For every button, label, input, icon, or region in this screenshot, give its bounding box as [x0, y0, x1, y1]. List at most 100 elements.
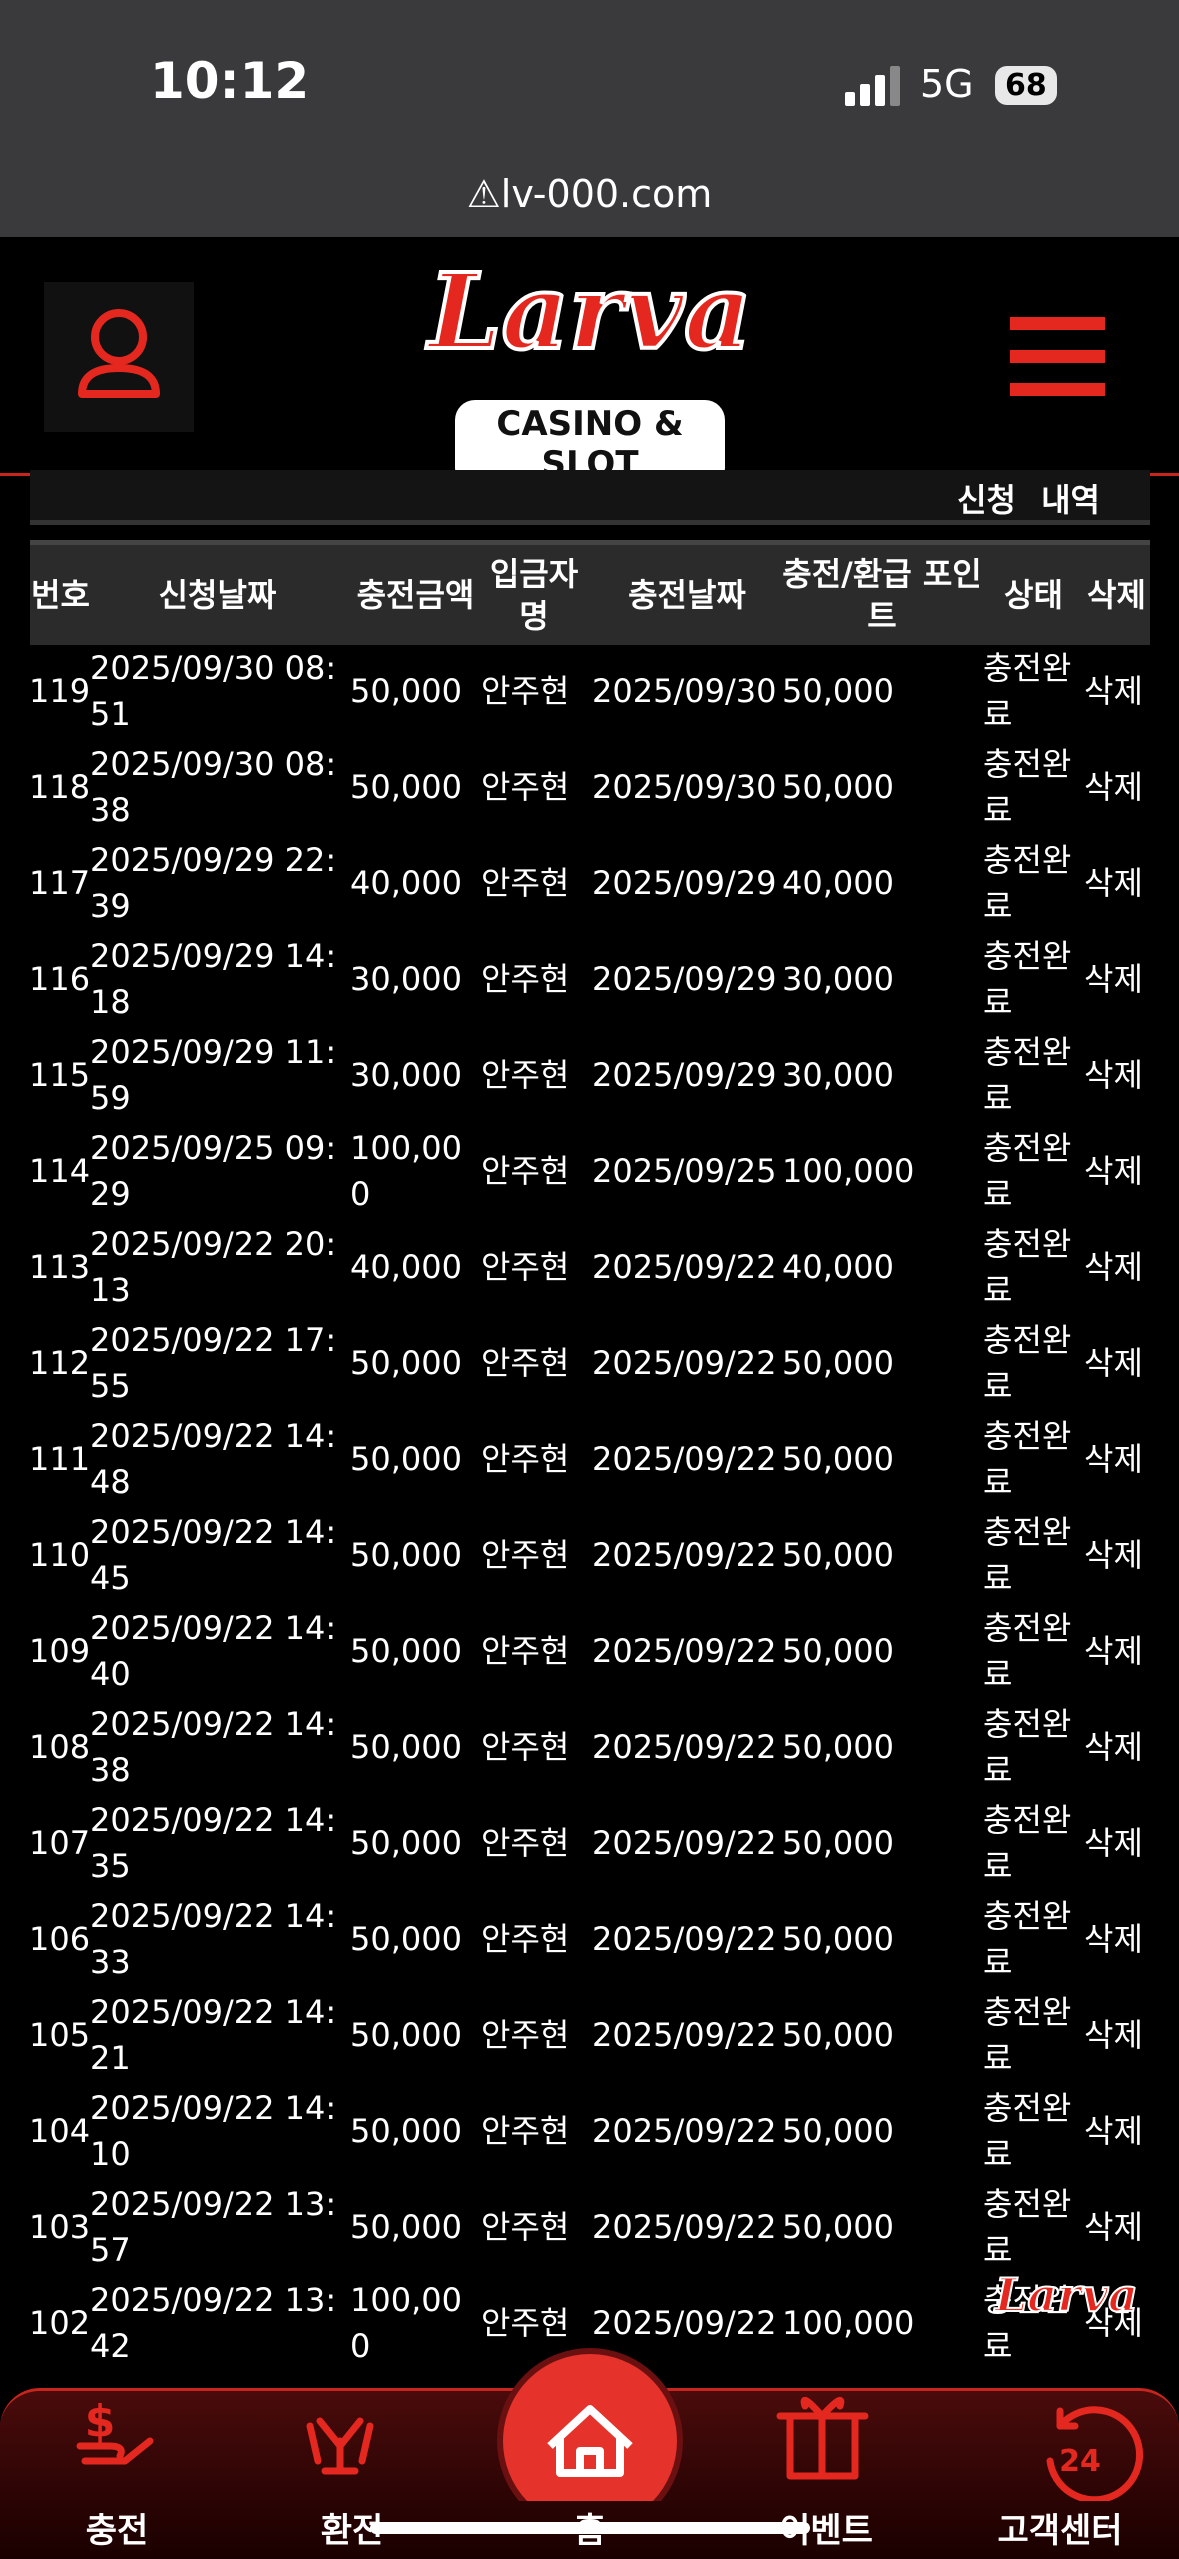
request-date: 2025/09/22 20:13 — [90, 1225, 337, 1309]
svg-text:24: 24 — [1059, 2444, 1101, 2479]
charge-date: 2025/09/22 — [592, 1728, 777, 1766]
section-title: 신청 내역 — [957, 481, 1100, 519]
delete[interactable]: 삭제 — [1084, 2112, 1143, 2150]
charge-date: 2025/09/22 — [592, 1824, 777, 1862]
request-date: 2025/09/22 14:21 — [90, 1993, 337, 2077]
amount: 50,000 — [350, 1536, 462, 1574]
amount: 40,000 — [350, 1248, 462, 1286]
amount: 50,000 — [350, 2112, 462, 2150]
request-date: 2025/09/29 14:18 — [90, 937, 337, 1021]
delete[interactable]: 삭제 — [1084, 1824, 1143, 1862]
status: 충전완료 — [983, 1993, 1072, 2077]
request-date: 2025/09/22 17:55 — [90, 1321, 337, 1405]
table-row: 113 2025/09/22 20:13 40,000 안주현 2025/09/22 40… — [0, 1219, 1179, 1315]
delete[interactable]: 삭제 — [1084, 864, 1143, 902]
table-row: 108 2025/09/22 14:38 50,000 안주현 2025/09/22 50… — [0, 1699, 1179, 1795]
status: 충전완료 — [983, 1801, 1072, 1885]
table-row: 109 2025/09/22 14:40 50,000 안주현 2025/09/22 50… — [0, 1603, 1179, 1699]
request-date: 2025/09/22 14:40 — [90, 1609, 337, 1693]
points: 50,000 — [782, 2112, 894, 2150]
status: 충전완료 — [983, 1705, 1072, 1789]
no: 111 — [29, 1440, 91, 1478]
column-header: 상태 — [1004, 576, 1063, 614]
delete[interactable]: 삭제 — [1084, 1344, 1143, 1382]
depositor: 안주현 — [481, 768, 570, 806]
table-row: 115 2025/09/29 11:59 30,000 안주현 2025/09/29 30… — [0, 1027, 1179, 1123]
depositor: 안주현 — [481, 864, 570, 902]
no: 116 — [29, 960, 91, 998]
request-date: 2025/09/30 08:38 — [90, 745, 337, 829]
depositor: 안주현 — [481, 1440, 570, 1478]
amount: 30,000 — [350, 1056, 462, 1094]
depositor: 안주현 — [481, 2112, 570, 2150]
charge-date: 2025/09/22 — [592, 1344, 777, 1382]
amount: 40,000 — [350, 864, 462, 902]
delete[interactable]: 삭제 — [1084, 1632, 1143, 1670]
amount: 50,000 — [350, 1920, 462, 1958]
logo[interactable]: Larva — [426, 248, 753, 375]
url-text[interactable]: lv-000.com — [500, 172, 713, 216]
signal-icon — [845, 66, 900, 106]
request-date: 2025/09/22 13:42 — [90, 2281, 337, 2365]
charge-date: 2025/09/22 — [592, 1440, 777, 1478]
delete[interactable]: 삭제 — [1084, 2304, 1143, 2342]
depositor: 안주현 — [481, 960, 570, 998]
amount: 50,000 — [350, 1632, 462, 1670]
status: 충전완료 — [983, 1513, 1072, 1597]
depositor: 안주현 — [481, 1248, 570, 1286]
amount: 30,000 — [350, 960, 462, 998]
table-row: 103 2025/09/22 13:57 50,000 안주현 2025/09/22 50… — [0, 2179, 1179, 2275]
url[interactable]: ⚠lv-000.com — [466, 172, 713, 216]
request-date: 2025/09/22 13:57 — [90, 2185, 337, 2269]
amount: 50,000 — [350, 1824, 462, 1862]
delete[interactable]: 삭제 — [1084, 2208, 1143, 2246]
points: 50,000 — [782, 1440, 894, 1478]
no: 110 — [29, 1536, 91, 1574]
column-header: 신청날짜 — [158, 576, 277, 614]
menu-button[interactable] — [1010, 317, 1105, 397]
delete[interactable]: 삭제 — [1084, 1152, 1143, 1190]
delete[interactable]: 삭제 — [1084, 960, 1143, 998]
points: 30,000 — [782, 1056, 894, 1094]
points: 100,000 — [782, 1152, 915, 1190]
status: 충전완료 — [983, 1033, 1072, 1117]
depositor: 안주현 — [481, 1056, 570, 1094]
request-date: 2025/09/29 11:59 — [90, 1033, 337, 1117]
amount: 50,000 — [350, 2208, 462, 2246]
table-row: 117 2025/09/29 22:39 40,000 안주현 2025/09/29 40… — [0, 835, 1179, 931]
charge-date: 2025/09/29 — [592, 1056, 777, 1094]
delete[interactable]: 삭제 — [1084, 768, 1143, 806]
amount: 100,000 — [350, 2281, 462, 2365]
no: 103 — [29, 2208, 91, 2246]
status: 충전완료 — [983, 2281, 1072, 2365]
no: 115 — [29, 1056, 91, 1094]
points: 50,000 — [782, 2208, 894, 2246]
nav-item[interactable]: 고객센터 — [997, 2511, 1123, 2551]
delete[interactable]: 삭제 — [1084, 1728, 1143, 1766]
status: 충전완료 — [983, 649, 1072, 733]
amount: 100,000 — [350, 1129, 462, 1213]
delete[interactable]: 삭제 — [1084, 1248, 1143, 1286]
points: 50,000 — [782, 1824, 894, 1862]
delete[interactable]: 삭제 — [1084, 1440, 1143, 1478]
points: 50,000 — [782, 1728, 894, 1766]
delete[interactable]: 삭제 — [1084, 1920, 1143, 1958]
delete[interactable]: 삭제 — [1084, 672, 1143, 710]
charge-date: 2025/09/22 — [592, 2016, 777, 2054]
column-header: 충전날짜 — [628, 576, 746, 614]
points: 50,000 — [782, 1536, 894, 1574]
depositor: 안주현 — [481, 2304, 570, 2342]
nav-item[interactable]: 충전 — [85, 2511, 149, 2551]
points: 50,000 — [782, 1344, 894, 1382]
status: 충전완료 — [983, 1417, 1072, 1501]
table-row: 107 2025/09/22 14:35 50,000 안주현 2025/09/22 50… — [0, 1795, 1179, 1891]
user-icon — [78, 309, 160, 398]
delete[interactable]: 삭제 — [1084, 1536, 1143, 1574]
delete[interactable]: 삭제 — [1084, 2016, 1143, 2054]
request-date: 2025/09/22 14:38 — [90, 1705, 337, 1789]
floating-logo[interactable]: Larva — [994, 2267, 1139, 2323]
delete[interactable]: 삭제 — [1084, 1056, 1143, 1094]
user-button[interactable] — [44, 282, 194, 432]
svg-text:$: $ — [85, 2396, 116, 2447]
depositor: 안주현 — [481, 2016, 570, 2054]
